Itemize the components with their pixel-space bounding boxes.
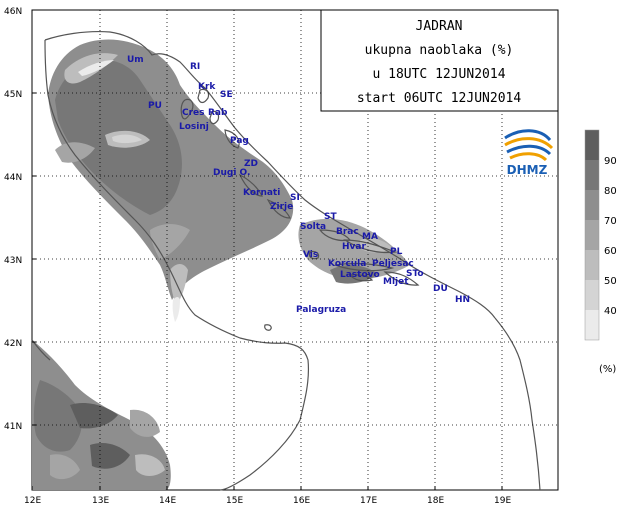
lon-label: 17E xyxy=(360,496,377,506)
place-label: Brac xyxy=(336,227,359,237)
lat-labels: 46N 45N 44N 43N 42N 41N xyxy=(4,7,22,432)
place-label: Hvar xyxy=(342,242,366,252)
lon-label: 12E xyxy=(24,496,41,506)
place-label: Solta xyxy=(300,222,326,232)
lat-label: 46N xyxy=(4,7,22,17)
title-region: JADRAN xyxy=(416,19,463,34)
lat-label: 41N xyxy=(4,422,22,432)
legend-level: 80 xyxy=(604,186,617,197)
lon-label: 19E xyxy=(494,496,511,506)
cloud-cover-field xyxy=(32,39,410,490)
lon-label: 14E xyxy=(159,496,176,506)
place-label: Palagruza xyxy=(296,305,346,315)
coastline xyxy=(31,30,541,491)
title-box: JADRAN ukupna naoblaka (%) u 18UTC 12JUN… xyxy=(320,9,559,112)
legend-swatch xyxy=(585,250,599,280)
place-label: Kornati xyxy=(243,188,280,198)
legend-swatch xyxy=(585,190,599,220)
legend-unit: (%) xyxy=(599,364,616,375)
lon-label: 16E xyxy=(293,496,310,506)
legend-level: 40 xyxy=(604,306,617,317)
legend-level: 60 xyxy=(604,246,617,257)
place-label: RI xyxy=(190,62,200,72)
legend-level: 70 xyxy=(604,216,617,227)
legend-swatch xyxy=(585,160,599,190)
lon-label: 18E xyxy=(427,496,444,506)
legend-level: 50 xyxy=(604,276,617,287)
legend-swatch xyxy=(585,310,599,340)
place-label: SE xyxy=(220,90,233,100)
lat-label: 42N xyxy=(4,339,22,349)
place-label: PU xyxy=(148,101,162,111)
place-label: STo xyxy=(406,269,424,279)
place-label: DU xyxy=(433,284,448,294)
place-label: Korcula xyxy=(328,259,366,269)
dhmz-logo-text: DHMZ xyxy=(507,163,548,177)
place-labels: Um RI Krk SE PU Cres Rab Losinj Pag ZD D… xyxy=(127,55,470,315)
title-start-time: start 06UTC 12JUN2014 xyxy=(357,91,522,106)
lat-label: 43N xyxy=(4,256,22,266)
place-label: Cres xyxy=(182,108,205,118)
place-label: Zirje xyxy=(270,202,293,212)
dhmz-logo: DHMZ xyxy=(504,129,554,177)
place-label: MA xyxy=(362,232,378,242)
lon-labels: 12E 13E 14E 15E 16E 17E 18E 19E xyxy=(24,496,511,506)
legend: 90 80 70 60 50 40 (%) xyxy=(584,129,617,375)
place-label: Peljesac xyxy=(372,259,414,269)
lat-label: 45N xyxy=(4,90,22,100)
place-label: Losinj xyxy=(179,122,209,132)
place-label: Um xyxy=(127,55,144,65)
place-label: Mljet xyxy=(383,277,409,287)
place-label: Krk xyxy=(198,82,216,92)
lon-label: 15E xyxy=(226,496,243,506)
lon-label: 13E xyxy=(92,496,109,506)
legend-level: 90 xyxy=(604,156,617,167)
place-label: Rab xyxy=(208,108,228,118)
title-valid-time: u 18UTC 12JUN2014 xyxy=(372,67,505,82)
place-label: Pag xyxy=(230,136,249,146)
place-label: Lastovo xyxy=(340,270,380,280)
legend-swatch xyxy=(585,280,599,310)
place-label: SI xyxy=(290,193,300,203)
place-label: Dugi O. xyxy=(213,168,250,178)
place-label: Vis xyxy=(303,250,318,260)
dhmz-swoosh-icon xyxy=(504,129,554,162)
place-label: ZD xyxy=(244,159,258,169)
lat-label: 44N xyxy=(4,173,22,183)
place-label: HN xyxy=(455,295,470,305)
axis-ticks xyxy=(31,9,503,490)
title-variable: ukupna naoblaka (%) xyxy=(365,43,514,58)
place-label: ST xyxy=(324,212,337,222)
legend-swatch xyxy=(585,220,599,250)
legend-swatch xyxy=(585,130,599,160)
place-label: PL xyxy=(390,247,403,257)
